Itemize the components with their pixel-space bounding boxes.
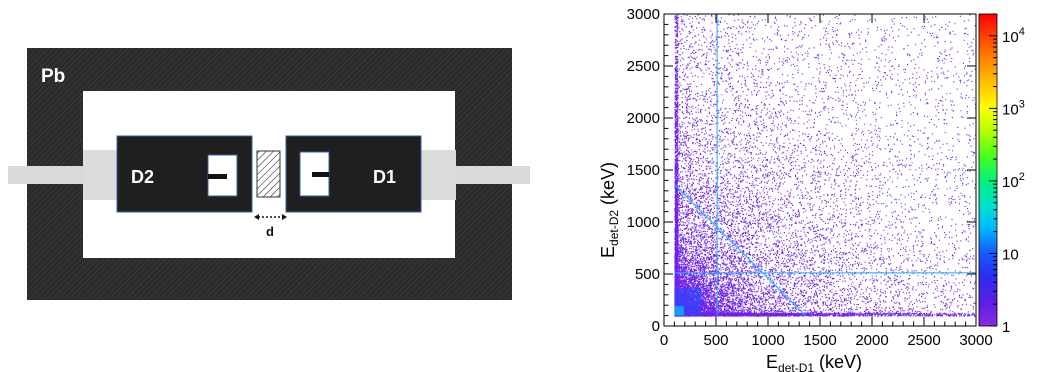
x-axis-title: Edet-D1 (keV) (766, 352, 862, 372)
y-axis-title-unit: (keV) (598, 162, 618, 210)
x-tick-label: 500 (703, 332, 728, 349)
y-tick-label: 1500 (627, 162, 660, 179)
y-tick-label: 3000 (627, 6, 660, 23)
setup-schematic: Pb D2 D1 d (8, 48, 530, 300)
y-axis-title-sub: det-D2 (607, 210, 621, 246)
colorbar-tick-label: 103 (1002, 98, 1025, 118)
y-tick-label: 500 (635, 266, 660, 283)
detector-d1-label: D1 (373, 167, 396, 187)
gap-distance-arrow (254, 214, 287, 220)
colorbar-tick-label: 102 (1002, 171, 1025, 191)
y-tick-label: 1000 (627, 214, 660, 231)
coincidence-lines (673, 14, 976, 317)
y-tick-label: 0 (652, 318, 660, 335)
colorbar-tick-label: 104 (1002, 26, 1025, 46)
detector-d1: D1 (285, 135, 422, 213)
shield-label: Pb (41, 66, 65, 87)
colorbar-tick-label: 10 (1002, 246, 1019, 263)
absorber-sample (256, 150, 281, 198)
x-tick-label: 2500 (907, 332, 940, 349)
gap-distance-label: d (266, 224, 274, 239)
detector-d2-contact (208, 174, 227, 179)
density-points (674, 14, 976, 317)
x-tick-label: 1500 (803, 332, 836, 349)
detector-d2: D2 (116, 135, 253, 213)
right-rod (452, 166, 530, 184)
x-axis-title-unit: (keV) (814, 352, 862, 372)
x-tick-label: 3000 (959, 332, 992, 349)
dense-core-center (674, 306, 684, 316)
line-sum-energy (673, 183, 807, 317)
x-tick-label: 2000 (855, 332, 888, 349)
y-tick-label: 2500 (627, 58, 660, 75)
x-tick-label: 1000 (751, 332, 784, 349)
detector-d2-label: D2 (131, 167, 154, 187)
detector-d1-contact (312, 172, 329, 177)
right-endcap (421, 150, 456, 200)
x-axis-ticks: 0 500 1000 1500 2000 2500 3000 (660, 14, 993, 349)
y-axis-ticks: 0 500 1000 1500 2000 2500 3000 (627, 6, 976, 335)
scatter-density (674, 14, 976, 317)
y-tick-label: 2000 (627, 110, 660, 127)
x-axis-title-sub: det-D1 (778, 361, 814, 372)
colorbar (978, 13, 998, 327)
colorbar-ticks: 1 10 102 103 104 (989, 13, 1025, 336)
left-rod (8, 166, 86, 184)
left-endcap (83, 150, 118, 200)
y-axis-title: Edet-D2 (keV) (598, 162, 621, 258)
colorbar-tick-label: 1 (1002, 319, 1010, 336)
x-tick-label: 0 (660, 332, 668, 349)
coincidence-heatmap: 0 500 1000 1500 2000 2500 3000 0 500 1000 1500 200… (598, 6, 1025, 372)
